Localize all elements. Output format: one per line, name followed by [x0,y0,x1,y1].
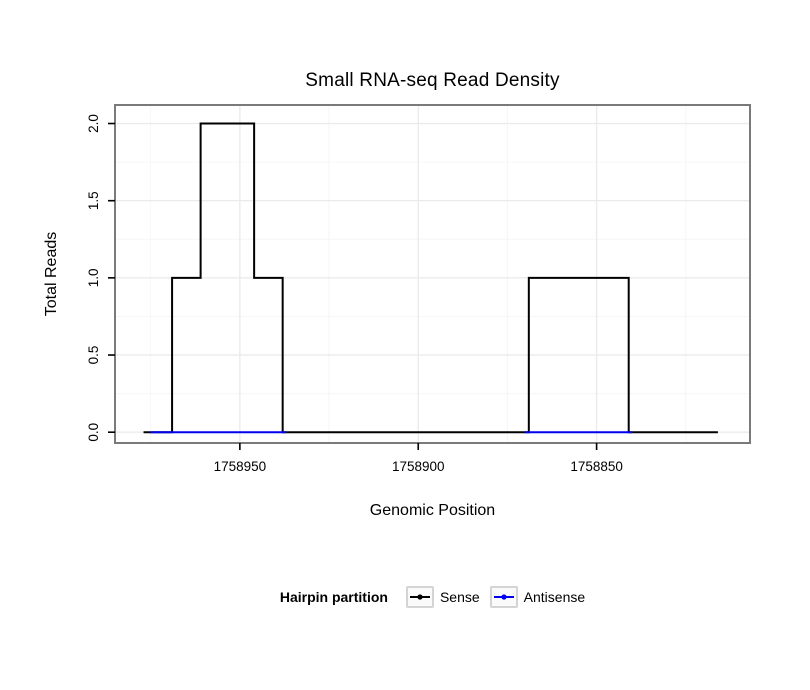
sense-line-key-icon [405,586,434,608]
antisense-key-point [501,594,507,600]
legend-item-antisense: Antisense [489,586,586,608]
legend-item-sense: Sense [405,586,480,608]
y-axis-label: Total Reads [43,231,60,317]
y-tick-label: 1.0 [86,268,101,287]
antisense-line-key-icon [489,586,518,608]
series-sense [143,122,718,434]
legend-label-sense: Sense [439,589,480,605]
y-tick-label: 1.5 [86,191,101,210]
y-tick-label: 0.5 [86,346,101,365]
sense-key-point [417,594,423,600]
legend-title: Hairpin partition [279,589,388,605]
chart-title: Small RNA-seq Read Density [305,70,560,91]
x-tick-label: 1758850 [570,459,623,474]
x-tick-label: 1758950 [214,459,267,474]
x-axis-label: Genomic Position [369,502,496,519]
y-tick-label: 2.0 [86,114,101,133]
legend: Hairpin partition Sense Antisense [115,582,750,612]
x-tick-label: 1758900 [392,459,445,474]
y-tick-label: 0.0 [86,423,101,442]
plot-panel [115,105,750,443]
panel-border [114,104,751,444]
legend-label-antisense: Antisense [523,589,586,605]
